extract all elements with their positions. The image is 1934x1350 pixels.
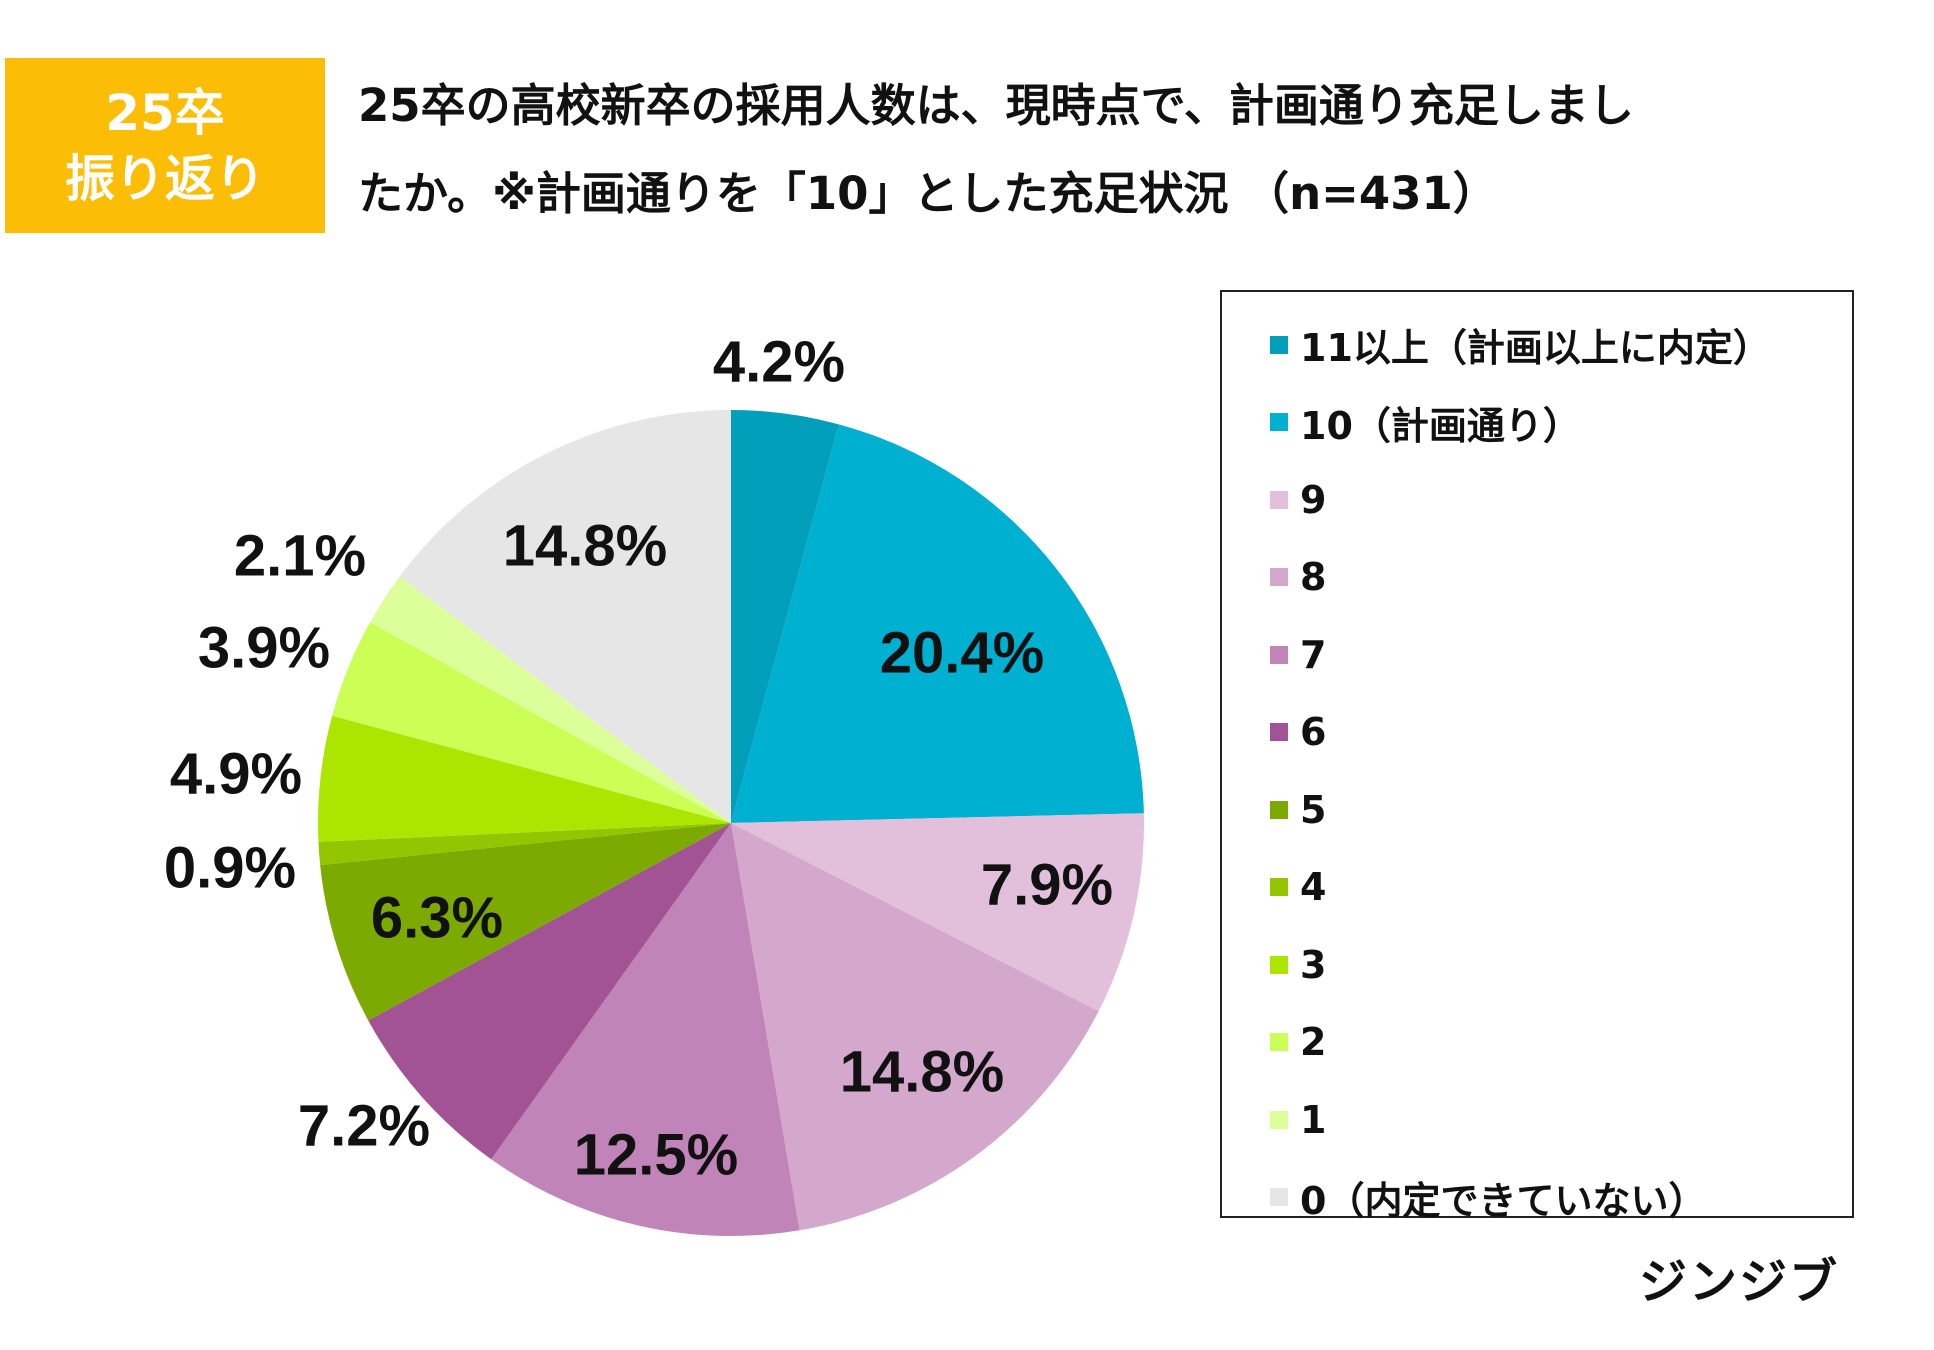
legend-label: 9 <box>1300 477 1327 522</box>
legend-label: 7 <box>1300 632 1327 677</box>
legend-swatch <box>1270 878 1288 897</box>
legend-label: 2 <box>1300 1020 1327 1065</box>
legend-label: 6 <box>1300 710 1327 755</box>
legend-swatch <box>1270 568 1288 587</box>
pie-slice-7 <box>320 823 731 1021</box>
legend-swatch <box>1270 490 1288 509</box>
legend-label: 11以上（計画以上に内定） <box>1300 326 1771 371</box>
legend-swatch <box>1270 800 1288 819</box>
data-label-4: 14.8% <box>840 1039 1004 1104</box>
pie-slice-2 <box>731 424 1144 823</box>
pie-slice-11 <box>370 576 731 823</box>
legend-swatch <box>1270 335 1288 354</box>
data-label-3: 7.9% <box>981 852 1113 917</box>
data-label-12: 14.8% <box>503 513 667 578</box>
legend-item-3: 9 <box>1270 461 1852 539</box>
legend-item-12: 0（内定できていない） <box>1270 1159 1852 1237</box>
legend-swatch <box>1270 413 1288 432</box>
legend-item-1: 11以上（計画以上に内定） <box>1270 306 1852 384</box>
pie-slice-1 <box>731 410 839 823</box>
legend-item-8: 4 <box>1270 849 1852 927</box>
pie-slice-3 <box>731 813 1145 1012</box>
data-label-1: 4.2% <box>713 329 845 394</box>
legend-item-6: 6 <box>1270 694 1852 772</box>
legend-item-9: 3 <box>1270 926 1852 1004</box>
legend-swatch <box>1270 723 1288 742</box>
legend-swatch <box>1270 955 1288 974</box>
chart-title-line2: たか。※計画通りを「10」とした充足状況 （n=431） <box>358 167 1498 220</box>
data-label-2: 20.4% <box>880 620 1044 685</box>
pie-slice-10 <box>332 622 731 823</box>
pie-slice-4 <box>731 823 1099 1231</box>
chart-title-line1: 25卒の高校新卒の採用人数は、現時点で、計画通り充足しまし <box>358 79 1634 132</box>
legend-label: 4 <box>1300 865 1327 910</box>
chart-title: 25卒の高校新卒の採用人数は、現時点で、計画通り充足しまし たか。※計画通りを「… <box>358 62 1878 238</box>
pie-slice-12 <box>399 410 731 823</box>
brand-logo: ジンジブ <box>1638 1254 1839 1310</box>
legend-label: 5 <box>1300 787 1327 832</box>
legend-item-10: 2 <box>1270 1004 1852 1082</box>
legend-swatch <box>1270 1188 1288 1207</box>
legend-item-5: 7 <box>1270 616 1852 694</box>
pie-slice-5 <box>491 823 800 1237</box>
legend-swatch <box>1270 1033 1288 1052</box>
badge-line1: 25卒 <box>105 83 225 142</box>
pie-slice-9 <box>318 715 731 842</box>
legend-item-4: 8 <box>1270 539 1852 617</box>
legend-label: 8 <box>1300 555 1327 600</box>
legend-label: 10（計画通り） <box>1300 403 1581 448</box>
data-label-9: 4.9% <box>170 741 302 806</box>
legend-item-11: 1 <box>1270 1081 1852 1159</box>
legend-swatch <box>1270 645 1288 664</box>
legend-swatch <box>1270 1110 1288 1129</box>
legend-label: 3 <box>1300 942 1327 987</box>
data-label-10: 3.9% <box>198 615 330 680</box>
chart-legend: 11以上（計画以上に内定） 10（計画通り） 9 8 7 6 5 4 3 2 1 0（内定できていない… <box>1220 290 1854 1223</box>
legend-label: 1 <box>1300 1097 1327 1142</box>
pie-slice-8 <box>318 823 731 866</box>
data-label-7: 6.3% <box>371 885 503 950</box>
data-label-11: 2.1% <box>234 523 366 588</box>
pie-slice-6 <box>368 823 731 1160</box>
legend-label: 0（内定できていない） <box>1300 1178 1707 1223</box>
legend-item-2: 10（計画通り） <box>1270 384 1852 462</box>
legend-item-7: 5 <box>1270 771 1852 849</box>
data-label-5: 12.5% <box>574 1122 738 1187</box>
badge-line2: 振り返り <box>65 149 265 208</box>
data-label-6: 7.2% <box>298 1093 430 1158</box>
data-label-8: 0.9% <box>164 835 296 900</box>
section-badge: 25卒 振り返り <box>5 58 325 233</box>
